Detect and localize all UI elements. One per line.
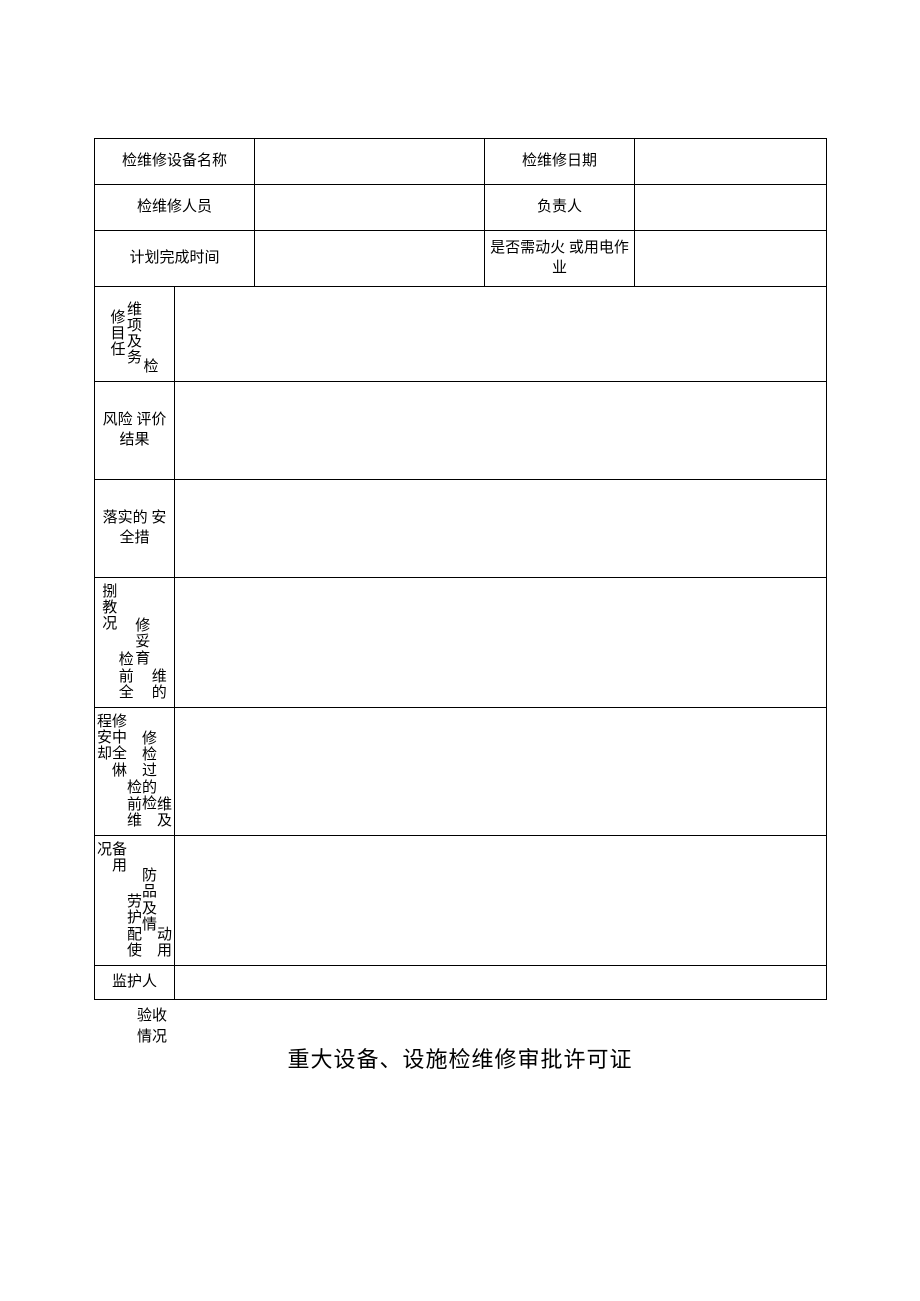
below-section: 验收 情况 重大设备、设施检维修审批许可证 [94,1006,826,1074]
row-supervisor: 监护人 [95,966,827,1000]
label-risk-eval: 风险 评价结果 [95,382,175,480]
value-plan-time [255,231,485,287]
label-equipment-name: 检维修设备名称 [95,139,255,185]
row-pre-education: 捌教况 检前全 修妥育 维的 [95,578,827,708]
row-equipment: 检维修设备名称 检维修日期 [95,139,827,185]
row-maint-items: 修目任 维项及务 检 [95,287,827,382]
row-safety-measures: 落实的 安全措 [95,480,827,578]
row-plan-time: 计划完成时间 是否需动火 或用电作业 [95,231,827,287]
value-pre-education [175,578,827,708]
value-ppe-usage [175,836,827,966]
label-fire-electric: 是否需动火 或用电作业 [485,231,635,287]
label-responsible: 负责人 [485,185,635,231]
page-title: 重大设备、设施检维修审批许可证 [94,1042,826,1074]
label-personnel: 检维修人员 [95,185,255,231]
row-process-safety: 程安却 修中全㑣 检前维 修检过的检 维及 [95,708,827,836]
row-ppe-usage: 况 备用 劳护配使 防品及情 动用 [95,836,827,966]
label-pre-education: 捌教况 检前全 修妥育 维的 [95,578,175,708]
label-safety-measures: 落实的 安全措 [95,480,175,578]
label-process-safety: 程安却 修中全㑣 检前维 修检过的检 维及 [95,708,175,836]
value-process-safety [175,708,827,836]
permit-table: 检维修设备名称 检维修日期 检维修人员 负责人 计划完成时间 是否需动火 或用电… [94,138,827,1000]
label-plan-time: 计划完成时间 [95,231,255,287]
value-risk-eval [175,382,827,480]
value-responsible [635,185,827,231]
value-maint-date [635,139,827,185]
value-fire-electric [635,231,827,287]
value-maint-items [175,287,827,382]
label-supervisor: 监护人 [95,966,175,1000]
value-supervisor [175,966,827,1000]
label-maint-date: 检维修日期 [485,139,635,185]
value-personnel [255,185,485,231]
label-maint-items: 修目任 维项及务 检 [95,287,175,382]
row-risk-eval: 风险 评价结果 [95,382,827,480]
value-equipment-name [255,139,485,185]
row-personnel: 检维修人员 负责人 [95,185,827,231]
label-ppe-usage: 况 备用 劳护配使 防品及情 动用 [95,836,175,966]
value-safety-measures [175,480,827,578]
